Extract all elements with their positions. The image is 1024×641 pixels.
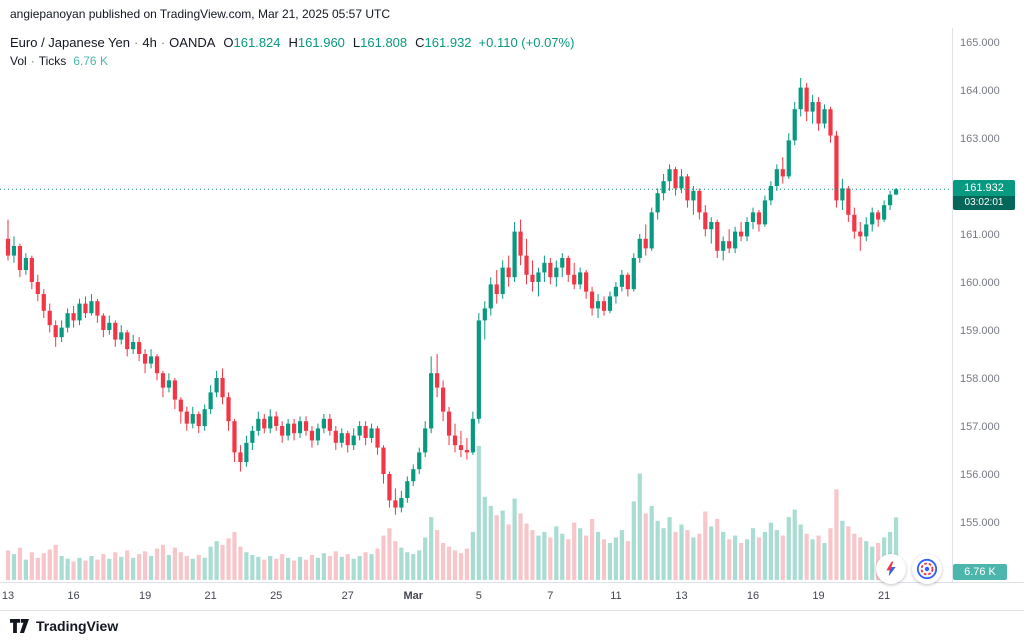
interval-label[interactable]: 4h <box>142 35 157 50</box>
target-event-icon[interactable] <box>912 554 942 584</box>
price-axis-label[interactable]: 157.000 <box>960 421 1000 433</box>
lightning-bolt-glyph <box>886 561 896 577</box>
time-axis-label[interactable]: 21 <box>878 590 890 602</box>
low-value: 161.808 <box>360 35 408 50</box>
tradingview-logo[interactable] <box>10 619 29 633</box>
time-axis-label[interactable]: Mar <box>403 590 423 602</box>
price-axis-label[interactable]: 160.000 <box>960 277 1000 289</box>
price-axis-label[interactable]: 155.000 <box>960 517 1000 529</box>
legend-row-volume: Vol · Ticks 6.76 K <box>10 53 574 70</box>
close-value: 161.932 <box>424 35 472 50</box>
volume-label: Vol <box>10 54 27 68</box>
brand-name: TradingView <box>36 618 119 634</box>
footer-bar: TradingView <box>0 610 1024 641</box>
tradingview-logo-mark <box>10 619 29 633</box>
time-axis-label[interactable]: 16 <box>67 590 79 602</box>
volume-value: 6.76 K <box>73 54 108 68</box>
time-axis-label[interactable]: 13 <box>2 590 14 602</box>
lightning-event-icon[interactable] <box>876 554 906 584</box>
time-axis-label[interactable]: 19 <box>139 590 151 602</box>
price-axis-label[interactable]: 156.000 <box>960 469 1000 481</box>
symbol-name[interactable]: Euro / Japanese Yen <box>10 35 130 50</box>
time-axis-label[interactable]: 7 <box>547 590 553 602</box>
separator-dot: · <box>160 35 166 50</box>
separator-dot: · <box>30 54 35 68</box>
event-icons <box>876 554 942 584</box>
open-value: 161.824 <box>233 35 281 50</box>
price-axis-label[interactable]: 164.000 <box>960 85 1000 97</box>
price-axis-label[interactable]: 158.000 <box>960 373 1000 385</box>
time-axis-label[interactable]: 5 <box>476 590 482 602</box>
legend-row-symbol: Euro / Japanese Yen · 4h · OANDA O161.824 H161… <box>10 34 574 51</box>
exchange-label[interactable]: OANDA <box>169 35 216 50</box>
time-axis-label[interactable]: 16 <box>747 590 759 602</box>
time-axis-label[interactable]: 11 <box>610 590 621 602</box>
publish-bar: angiepanoyan published on TradingView.co… <box>0 0 1024 28</box>
symbol-legend: Euro / Japanese Yen · 4h · OANDA O161.824 H161… <box>10 34 574 70</box>
time-axis-label[interactable]: 19 <box>812 590 824 602</box>
price-axis-label[interactable]: 159.000 <box>960 325 1000 337</box>
time-axis-label[interactable]: 21 <box>205 590 217 602</box>
volume-type-label: Ticks <box>38 54 67 68</box>
chart-area: 165.000164.000163.000162.000161.000160.0… <box>0 28 1024 610</box>
last-price-badge[interactable]: 161.932 03:02:01 <box>953 180 1015 211</box>
close-label: C <box>415 35 425 50</box>
volume-layer <box>5 445 899 580</box>
high-label: H <box>288 35 298 50</box>
time-axis-label[interactable]: 25 <box>270 590 282 602</box>
candle-countdown: 03:02:01 <box>953 196 1015 211</box>
volume-value-badge: 6.76 K <box>953 564 1007 580</box>
candles-layer <box>5 78 899 515</box>
price-axis-label[interactable]: 163.000 <box>960 133 1000 145</box>
last-price-value: 161.932 <box>953 180 1015 197</box>
publish-text: angiepanoyan published on TradingView.co… <box>10 7 391 21</box>
time-axis-label[interactable]: 13 <box>675 590 687 602</box>
open-label: O <box>223 35 234 50</box>
low-label: L <box>352 35 361 50</box>
time-axis-label[interactable]: 27 <box>342 590 354 602</box>
change-value: +0.110 (+0.07%) <box>478 35 575 50</box>
price-axis-label[interactable]: 165.000 <box>960 37 1000 49</box>
price-chart-svg[interactable]: 165.000164.000163.000162.000161.000160.0… <box>0 28 1024 610</box>
high-value: 161.960 <box>297 35 345 50</box>
target-glyph <box>916 558 938 580</box>
separator-dot: · <box>134 35 139 50</box>
price-axis-label[interactable]: 161.000 <box>960 229 1000 241</box>
